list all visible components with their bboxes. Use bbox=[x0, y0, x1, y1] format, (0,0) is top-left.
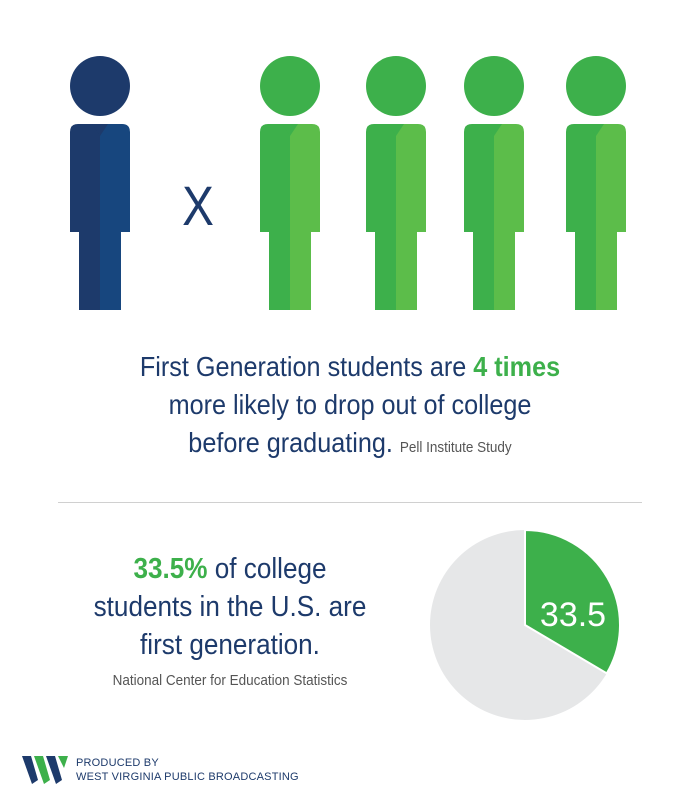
stat1-source: Pell Institute Study bbox=[399, 439, 512, 456]
first-gen-statistic: 33.5% of college students in the U.S. ar… bbox=[77, 550, 383, 692]
wvpb-logo-icon bbox=[22, 756, 68, 784]
footer-credit: PRODUCED BY WEST VIRGINIA PUBLIC BROADCA… bbox=[22, 752, 342, 788]
section-divider bbox=[58, 502, 642, 503]
footer-text: PRODUCED BY WEST VIRGINIA PUBLIC BROADCA… bbox=[76, 756, 299, 784]
stat2-line1: 33.5% of college bbox=[77, 550, 383, 588]
people-figures bbox=[70, 56, 626, 310]
pie-highlight-slice bbox=[524, 528, 621, 675]
person-icon bbox=[70, 56, 130, 310]
footer-line2: WEST VIRGINIA PUBLIC BROADCASTING bbox=[76, 771, 299, 783]
person-icon bbox=[260, 56, 320, 310]
percentage-pie-chart: 33.5 bbox=[430, 528, 621, 720]
stat2-text: of college bbox=[207, 553, 327, 585]
stat2-line2: students in the U.S. are bbox=[93, 591, 367, 623]
stat1-line1: First Generation students are 4 times bbox=[35, 348, 665, 386]
dropout-statistic: First Generation students are 4 times mo… bbox=[35, 348, 665, 467]
person-icon bbox=[566, 56, 626, 310]
person-icon bbox=[464, 56, 524, 310]
person-icon bbox=[366, 56, 426, 310]
people-illustration: X bbox=[0, 0, 700, 330]
stat1-line3: before graduating. Pell Institute Study bbox=[35, 424, 665, 467]
stat2-line3: first generation. bbox=[140, 629, 320, 661]
stat2-highlight: 33.5% bbox=[133, 553, 208, 585]
stat1-highlight: 4 times bbox=[473, 351, 561, 382]
stat1-text: First Generation students are bbox=[139, 351, 474, 382]
footer-line1: PRODUCED BY bbox=[76, 757, 159, 769]
multiplier-symbol: X bbox=[182, 174, 214, 237]
stat2-source: National Center for Education Statistics bbox=[112, 672, 348, 689]
stat1-line2: more likely to drop out of college bbox=[168, 389, 532, 420]
stat1-line3-text: before graduating. bbox=[188, 427, 393, 458]
pie-slice-label: 33.5 bbox=[540, 596, 606, 634]
